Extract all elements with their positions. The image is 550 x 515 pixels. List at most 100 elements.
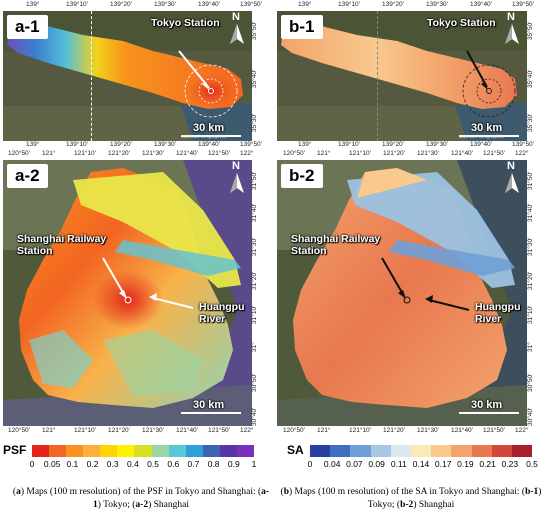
tick: 139°10' [338,1,360,8]
legend-swatch [491,445,512,457]
legend-tick-label: 0.5 [147,459,159,469]
tick: 122° [515,150,529,157]
divider-line [91,11,92,141]
tick: 121°50' [208,427,230,434]
tokyo-station-label: Tokyo Station [151,17,220,29]
legend-tick-label: 0.7 [187,459,200,469]
north-label: N [507,11,515,23]
tick: 121°50' [483,150,505,157]
tick: 139°40' [198,1,220,8]
legend-tick-label: 0 [307,459,313,469]
legend-tick-label: 1 [251,459,257,469]
tokyo-region [7,25,243,109]
tick: 31°30' [527,237,534,256]
tick: 31°30' [251,237,258,256]
north-arrow-icon: N [226,160,248,197]
tick: 121°20' [108,427,130,434]
legend-tick-label: 0.09 [368,459,385,469]
tick: 139°30' [426,141,448,148]
legend-swatch [451,445,472,457]
tick: 121°50' [208,150,230,157]
tick: 30°40' [527,407,534,426]
legend-swatch [185,445,203,457]
legend-swatch [471,445,492,457]
caption-bold: b-2 [400,499,414,510]
scale-bar: 30 km [459,399,519,414]
sa-legend-ticks: 0 0.04 0.07 0.09 0.11 0.14 0.17 0.19 0.21 0.23 0.5 [307,459,538,471]
tick: 121°40' [451,427,473,434]
legend-tick-label: 0.14 [412,459,430,469]
tick: 31°40' [527,203,534,222]
tick: 31°50' [527,171,534,190]
caption-bold: a-2 [135,499,149,510]
tick: 120°50' [8,150,30,157]
legend-tick-label: 0.4 [126,459,139,469]
legend-swatch [236,445,255,457]
huangpu-river-label: Huangpu River [475,301,521,325]
legend-tick-label: 0.23 [501,459,519,469]
tick: 121° [42,427,56,434]
tick: 139°50' [512,141,534,148]
legend-tick-label: 0.3 [106,459,119,469]
tick: 139°10' [66,1,88,8]
tick: 121°50' [483,427,505,434]
tick: 31°40' [251,203,258,222]
tick: 121°10' [349,150,371,157]
tick: 31°10' [527,305,534,324]
legend-swatch [310,445,331,457]
legend-swatch [117,445,135,457]
legend-tick-label: 0.5 [526,459,538,469]
tick: 139° [26,1,40,8]
caption-text: ) Maps (100 m resolution) of the SA in T… [288,487,526,497]
tick: 139°30' [154,141,176,148]
tick: 31° [527,342,534,352]
legend-swatch [100,445,118,457]
caption-text: ) Tokyo; ( [367,487,542,510]
tick: 120°50' [283,427,305,434]
legend-tick-label: 0.1 [66,459,79,469]
legend-tick-label: 0.05 [43,459,61,469]
tick: 30°50' [251,373,258,392]
caption-text: ) Shanghai [413,499,455,510]
legend-tick-label: 0.04 [323,459,341,469]
tick: 35°40' [251,69,258,88]
caption-bold: a [16,487,21,497]
panel-label: b-1 [281,15,323,39]
caption-text: ( [280,487,284,497]
scale-label: 30 km [471,399,503,411]
map-panel-a1: a-1 Tokyo Station N 30 km Earthstar Geog… [3,11,252,141]
tick: 139°30' [426,1,448,8]
north-arrow-icon: N [501,160,523,197]
tick: 139° [26,141,40,148]
tick: 139° [298,141,312,148]
tick: 121°10' [349,427,371,434]
tick: 139°20' [110,141,132,148]
legend-swatch [410,445,432,457]
legend-swatch [330,445,351,457]
legend-tick-label: 0.9 [227,459,240,469]
legend-tick-label: 0.21 [479,459,496,469]
legend-tick-label: 0.2 [86,459,99,469]
tick: 139°40' [470,141,492,148]
north-label: N [507,160,515,172]
north-arrow-icon: N [226,11,248,48]
legend-tick-label: 0.11 [390,459,407,469]
shanghai-sa-map [277,160,527,426]
tick: 122° [240,427,254,434]
tick: 121° [42,150,56,157]
legend-swatch [390,445,411,457]
attribution: Earthstar Geographics [459,134,505,139]
scale-label: 30 km [471,122,503,134]
tick: 35°50' [527,21,534,40]
sa-color-bar [310,445,533,457]
legend-swatch [134,445,152,457]
tick: 31°10' [251,305,258,324]
map-panel-b2: b-2 Shanghai Railway Station Huangpu Riv… [277,160,527,426]
tick: 139°50' [512,1,534,8]
shanghai-station-label: Shanghai Railway Station [291,233,381,257]
tick: 121°30' [142,150,164,157]
map-panel-b1: b-1 Tokyo Station N 30 km Earthstar Geog… [277,11,527,141]
north-label: N [232,160,240,172]
tick: 35°40' [527,69,534,88]
tick: 121°20' [383,427,405,434]
